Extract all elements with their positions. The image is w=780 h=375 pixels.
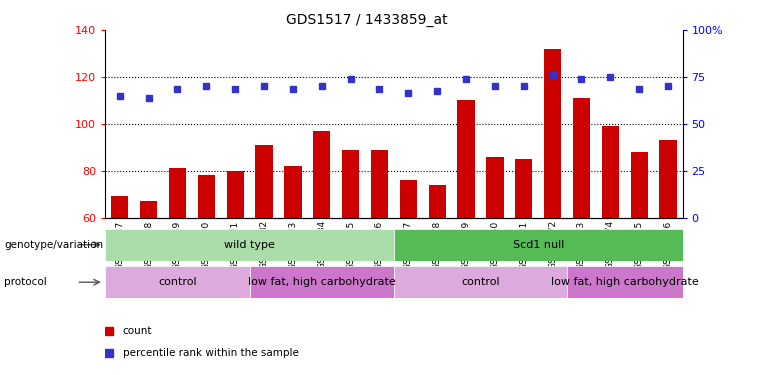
Bar [544,49,562,217]
Bar [342,150,360,217]
Bar [105,229,394,261]
Bar [573,98,590,218]
Bar [284,166,302,218]
Bar [250,266,394,298]
Bar [399,180,417,218]
Bar [226,171,244,217]
Text: control: control [461,277,500,287]
Bar [111,196,129,217]
Bar [601,126,619,218]
Text: protocol: protocol [4,277,47,287]
Bar [313,131,331,218]
Text: low fat, high carbohydrate: low fat, high carbohydrate [551,277,699,287]
Text: low fat, high carbohydrate: low fat, high carbohydrate [248,277,395,287]
Bar [630,152,648,217]
Bar [486,157,504,218]
Bar [659,140,677,218]
Bar [105,266,250,298]
Bar [515,159,533,218]
Bar [255,145,273,218]
Text: control: control [158,277,197,287]
Bar [140,201,158,217]
Text: genotype/variation: genotype/variation [4,240,103,250]
Bar [394,229,682,261]
Text: count: count [122,326,152,336]
Bar [197,176,215,217]
Bar [168,168,186,217]
Bar [370,150,388,217]
Text: Scd1 null: Scd1 null [512,240,564,250]
Bar [428,185,446,218]
Bar [394,266,567,298]
Bar [567,266,682,298]
Text: wild type: wild type [224,240,275,250]
Text: percentile rank within the sample: percentile rank within the sample [122,348,299,358]
Text: GDS1517 / 1433859_at: GDS1517 / 1433859_at [285,13,448,27]
Bar [457,100,475,218]
